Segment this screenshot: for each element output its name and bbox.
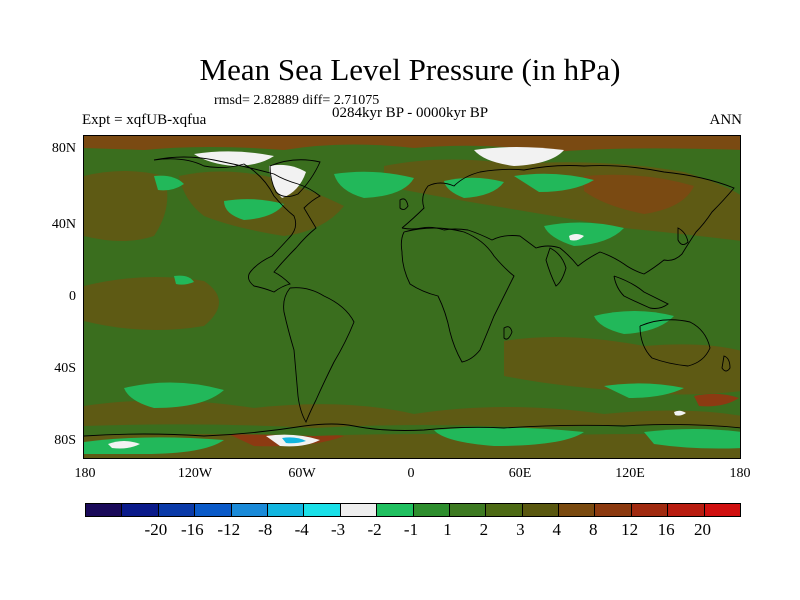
colorbar-label: 1 bbox=[427, 520, 467, 540]
lon-label-180e: 180 bbox=[710, 466, 770, 482]
lat-label-40s: 40S bbox=[54, 361, 76, 377]
lon-label-0: 0 bbox=[381, 466, 441, 482]
colorbar-label: 3 bbox=[500, 520, 540, 540]
colorbar bbox=[85, 503, 741, 517]
colorbar-box-12 bbox=[523, 504, 559, 516]
lon-label-120e: 120E bbox=[600, 466, 660, 482]
colorbar-box-16 bbox=[668, 504, 704, 516]
colorbar-box-10 bbox=[450, 504, 486, 516]
season-label: ANN bbox=[700, 112, 742, 129]
colorbar-label: -4 bbox=[282, 520, 322, 540]
colorbar-box-15 bbox=[632, 504, 668, 516]
pressure-map bbox=[84, 136, 741, 459]
chart-title: Mean Sea Level Pressure (in hPa) bbox=[0, 52, 800, 88]
colorbar-box-7 bbox=[341, 504, 377, 516]
colorbar-label: -2 bbox=[355, 520, 395, 540]
brown-region-east-pacific bbox=[84, 277, 219, 330]
colorbar-box-5 bbox=[268, 504, 304, 516]
colorbar-box-8 bbox=[377, 504, 413, 516]
lon-label-120w: 120W bbox=[165, 466, 225, 482]
colorbar-label: -20 bbox=[136, 520, 176, 540]
colorbar-box-9 bbox=[414, 504, 450, 516]
lat-label-40n: 40N bbox=[52, 217, 76, 233]
experiment-label: Expt = xqfUB-xqfua bbox=[82, 112, 206, 129]
colorbar-box-1 bbox=[122, 504, 158, 516]
map-panel bbox=[83, 135, 741, 459]
colorbar-label: -12 bbox=[209, 520, 249, 540]
brown-region-north-pacific bbox=[84, 171, 167, 241]
lat-label-80s: 80S bbox=[54, 433, 76, 449]
colorbar-label: 12 bbox=[610, 520, 650, 540]
colorbar-label: 8 bbox=[573, 520, 613, 540]
colorbar-box-17 bbox=[705, 504, 740, 516]
colorbar-box-3 bbox=[195, 504, 231, 516]
colorbar-label: 16 bbox=[646, 520, 686, 540]
colorbar-box-6 bbox=[304, 504, 340, 516]
colorbar-box-14 bbox=[595, 504, 631, 516]
lon-label-180w: 180 bbox=[55, 466, 115, 482]
colorbar-label: -8 bbox=[245, 520, 285, 540]
lat-label-0: 0 bbox=[69, 289, 76, 305]
colorbar-box-11 bbox=[486, 504, 522, 516]
lat-label-80n: 80N bbox=[52, 141, 76, 157]
lon-label-60w: 60W bbox=[272, 466, 332, 482]
lon-label-60e: 60E bbox=[490, 466, 550, 482]
colorbar-label: 2 bbox=[464, 520, 504, 540]
colorbar-label: -16 bbox=[172, 520, 212, 540]
colorbar-box-0 bbox=[86, 504, 122, 516]
colorbar-label: 20 bbox=[683, 520, 723, 540]
colorbar-label: 4 bbox=[537, 520, 577, 540]
colorbar-box-13 bbox=[559, 504, 595, 516]
colorbar-box-2 bbox=[159, 504, 195, 516]
colorbar-box-4 bbox=[232, 504, 268, 516]
colorbar-label: -3 bbox=[318, 520, 358, 540]
colorbar-label: -1 bbox=[391, 520, 431, 540]
